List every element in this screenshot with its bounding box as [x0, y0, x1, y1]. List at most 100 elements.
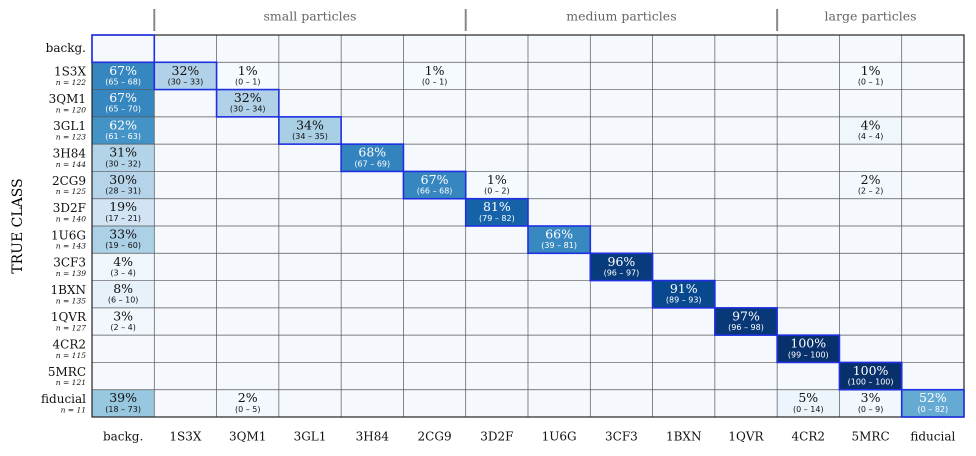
- cell-value-label: 1%: [425, 63, 445, 78]
- cell: [92, 116, 155, 145]
- y-tick-label: 1U6G: [51, 228, 86, 242]
- cell: [92, 307, 155, 336]
- cell: [154, 62, 217, 90]
- cell-value-label: 4%: [113, 254, 133, 269]
- cell: [839, 389, 902, 417]
- y-tick-label: 3D2F: [53, 201, 86, 215]
- x-tick-label: 3QM1: [229, 430, 266, 444]
- cell: [216, 89, 279, 117]
- cell-range-label: (30 – 33): [168, 77, 204, 86]
- y-tick-label: 5MRC: [48, 365, 86, 379]
- cell-value-label: 8%: [113, 281, 133, 296]
- row-count-label: n = 125: [56, 187, 86, 196]
- cell-value-label: 66%: [545, 227, 573, 242]
- cell-value-label: 100%: [853, 363, 889, 378]
- x-tick-label: 2CG9: [418, 430, 452, 444]
- cell-range-label: (19 – 60): [105, 241, 141, 250]
- cell: [278, 116, 342, 145]
- cell-range-label: (66 – 68): [417, 187, 453, 196]
- cell-range-label: (0 – 5): [235, 405, 261, 414]
- cell-value-label: 2%: [238, 390, 258, 405]
- x-tick-label: 3D2F: [480, 430, 513, 444]
- cell-range-label: (39 – 81): [541, 241, 577, 250]
- column-group-label: large particles: [825, 9, 917, 24]
- cell: [92, 226, 155, 254]
- cell-range-label: (0 – 1): [858, 77, 884, 86]
- cell: [465, 171, 528, 199]
- x-tick-label: backg.: [103, 430, 143, 444]
- row-count-label: n = 122: [56, 78, 86, 87]
- diagonal-highlight: [651, 279, 716, 309]
- cell: [92, 171, 155, 199]
- row-count-label: n = 115: [56, 351, 86, 360]
- cell-range-label: (34 – 35): [292, 132, 328, 141]
- row-count-label: n = 127: [56, 324, 86, 333]
- cell-range-label: (96 – 98): [728, 323, 764, 332]
- cell-range-label: (65 – 68): [105, 77, 141, 86]
- cell-range-label: (2 – 2): [858, 187, 884, 196]
- cell-value-label: 67%: [109, 63, 137, 78]
- cell-range-label: (17 – 21): [105, 214, 141, 223]
- diagonal-highlight: [838, 361, 903, 391]
- cell-range-label: (28 – 31): [105, 187, 141, 196]
- cell: [652, 280, 715, 308]
- x-tick-label: 3GL1: [294, 430, 327, 444]
- cell: [403, 171, 466, 199]
- cell-value-label: 62%: [109, 117, 137, 132]
- cell-value-label: 1%: [487, 172, 507, 187]
- cell: [839, 362, 902, 390]
- row-count-label: n = 144: [56, 160, 86, 169]
- cell: [777, 335, 840, 363]
- row-count-label: n = 11: [61, 405, 86, 414]
- cell-range-label: (89 – 93): [666, 296, 702, 305]
- cell: [839, 171, 902, 199]
- y-tick-label: backg.: [46, 41, 86, 55]
- cell-range-label: (96 – 97): [604, 268, 640, 277]
- cell: [92, 198, 155, 226]
- cell-range-label: (30 – 32): [105, 159, 141, 168]
- cell-value-label: 96%: [608, 254, 636, 269]
- cell-value-label: 100%: [790, 336, 826, 351]
- cell-value-label: 30%: [109, 172, 137, 187]
- cell-value-label: 5%: [798, 390, 818, 405]
- cell-value-label: 3%: [113, 308, 133, 323]
- cell-value-label: 68%: [358, 145, 386, 160]
- row-count-label: n = 135: [56, 296, 86, 305]
- cell-value-label: 32%: [234, 90, 262, 105]
- cell-value-label: 91%: [670, 281, 698, 296]
- diagonal-highlight: [776, 334, 841, 364]
- cell: [901, 389, 964, 417]
- cell-range-label: (18 – 73): [105, 405, 141, 414]
- row-count-label: n = 120: [56, 105, 86, 114]
- cell: [714, 307, 778, 336]
- cell: [590, 253, 653, 281]
- y-tick-label: 1BXN: [51, 283, 87, 297]
- x-tick-label: 1BXN: [666, 430, 702, 444]
- cell: [92, 280, 155, 308]
- cell-value-label: 31%: [109, 145, 137, 160]
- cell: [92, 89, 155, 117]
- x-tick-label: 5MRC: [852, 430, 890, 444]
- cell-range-label: (0 – 14): [793, 405, 824, 414]
- row-count-label: n = 121: [56, 378, 86, 387]
- row-count-label: n = 123: [56, 133, 86, 142]
- cell-range-label: (0 – 9): [858, 405, 884, 414]
- y-tick-label: 4CR2: [53, 337, 87, 351]
- diagonal-highlight: [527, 225, 592, 255]
- cell-range-label: (4 – 4): [858, 132, 884, 141]
- x-tick-label: 1U6G: [542, 430, 577, 444]
- cell-range-label: (61 – 63): [105, 132, 141, 141]
- cell-value-label: 19%: [109, 199, 137, 214]
- x-tick-label: 4CR2: [792, 430, 826, 444]
- cell-range-label: (67 – 69): [354, 159, 390, 168]
- cell-value-label: 33%: [109, 227, 137, 242]
- cell-value-label: 4%: [861, 117, 881, 132]
- x-tick-label: fiducial: [910, 430, 955, 444]
- cell: [341, 144, 404, 172]
- diagonal-highlight: [714, 307, 778, 336]
- cell-range-label: (99 – 100): [788, 350, 829, 359]
- cell-value-label: 2%: [861, 172, 881, 187]
- x-tick-label: 1QVR: [728, 430, 764, 444]
